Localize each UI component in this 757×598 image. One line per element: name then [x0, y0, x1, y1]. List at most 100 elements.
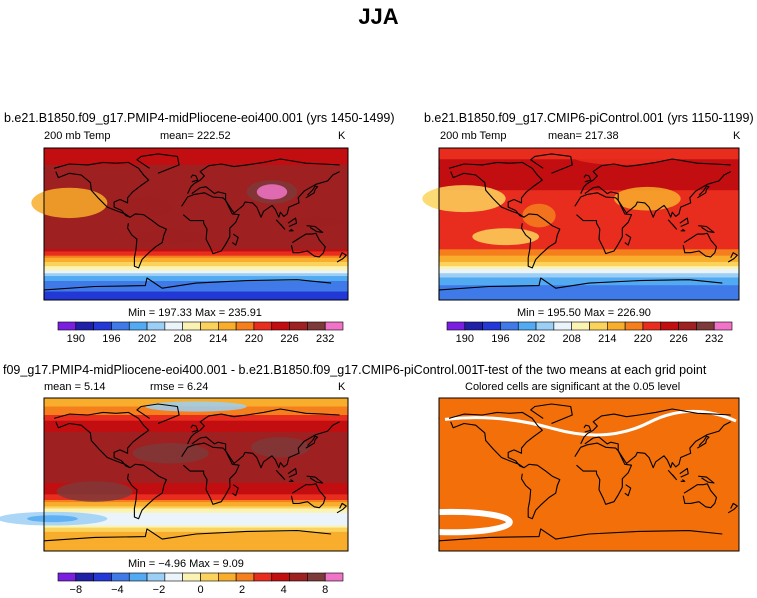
coastline — [530, 403, 573, 425]
coastline — [127, 463, 167, 520]
pliocene-colorbar: 190 196 202 208 214 220 226 232 — [57, 321, 344, 345]
coastline — [336, 252, 347, 263]
value-band — [44, 281, 348, 284]
value-band — [44, 488, 348, 492]
picontrol-colorbar: 190 196 202 208 214 220 226 232 — [446, 321, 733, 345]
value-band — [44, 506, 348, 509]
colorbar-swatch — [75, 572, 94, 582]
value-band — [44, 198, 348, 202]
coastline — [127, 213, 167, 269]
value-band — [439, 271, 739, 274]
colorbar-swatch — [324, 572, 344, 582]
value-band — [439, 195, 739, 200]
value-band — [439, 246, 739, 250]
value-band — [439, 218, 739, 222]
coastline — [530, 153, 573, 174]
value-band — [44, 460, 348, 464]
colorbar-swatch — [482, 321, 501, 331]
colorbar-swatch — [164, 321, 183, 331]
value-band — [44, 148, 348, 152]
value-band — [44, 156, 348, 160]
coastline — [448, 411, 543, 469]
value-band — [44, 471, 348, 475]
pliocene-title: b.e21.B1850.f09_g17.PMIP4-midPliocene-eo… — [4, 111, 395, 125]
value-band — [44, 269, 348, 271]
colorbar-swatch — [324, 321, 344, 331]
value-band — [439, 262, 739, 264]
coastline — [190, 174, 199, 183]
value-band — [439, 167, 739, 172]
colorbar-swatch — [517, 321, 537, 331]
value-band — [439, 294, 739, 297]
value-band — [44, 253, 348, 257]
colorbar-swatch — [464, 321, 483, 331]
colorbar-swatch — [696, 321, 715, 331]
colorbar-swatch — [307, 572, 326, 582]
value-band — [44, 440, 348, 444]
value-band — [439, 235, 739, 239]
colorbar-swatch — [660, 321, 679, 331]
anomaly-region — [572, 148, 673, 165]
picontrol-units: K — [733, 130, 741, 142]
colorbar-tick-label: 208 — [563, 333, 581, 345]
value-band — [44, 257, 348, 261]
value-band — [44, 181, 348, 186]
value-band — [439, 238, 739, 242]
colorbar-swatch — [642, 321, 662, 331]
value-band — [44, 297, 348, 300]
value-band — [44, 512, 348, 515]
coastline — [583, 424, 592, 433]
coastline — [275, 219, 286, 230]
coastline — [305, 435, 319, 449]
colorbar-tick-label: 220 — [634, 333, 652, 345]
value-band — [439, 164, 739, 169]
value-band — [44, 240, 348, 245]
value-band — [44, 193, 348, 197]
pliocene-map — [31, 147, 349, 301]
anomaly-region — [56, 481, 133, 502]
value-band — [44, 176, 348, 180]
value-band — [439, 295, 739, 298]
ttest-title: T-test of the two means at each grid poi… — [477, 363, 707, 377]
coastline — [306, 475, 324, 484]
colorbar-swatch — [271, 321, 290, 331]
value-band — [44, 221, 348, 225]
value-band — [44, 209, 348, 214]
value-band — [439, 224, 739, 228]
value-band — [439, 269, 739, 271]
value-band — [44, 215, 348, 219]
coastline — [624, 233, 632, 246]
pliocene-minmax: Min = 197.33 Max = 235.91 — [128, 307, 262, 319]
value-band — [439, 289, 739, 293]
map-frame — [438, 147, 740, 301]
anomaly-region — [284, 217, 344, 228]
value-band — [44, 287, 348, 290]
coastline — [290, 483, 326, 509]
coastline — [697, 435, 710, 449]
colorbar-swatch — [128, 572, 148, 582]
colorbar-tick-label: 226 — [669, 333, 687, 345]
colorbar-swatch — [218, 572, 237, 582]
anomaly-region — [614, 186, 681, 211]
colorbar-tick-label: 0 — [197, 584, 203, 596]
difference-minmax: Min = −4.96 Max = 9.09 — [128, 558, 244, 570]
picontrol-minmax: Min = 195.50 Max = 226.90 — [517, 307, 651, 319]
colorbar-tick-label: 220 — [245, 333, 263, 345]
colorbar-swatch — [500, 321, 519, 331]
coastline — [682, 232, 718, 258]
coastline — [667, 219, 678, 230]
coastline — [682, 483, 718, 509]
value-band — [44, 529, 348, 533]
value-band — [439, 243, 739, 248]
anomaly-region — [250, 437, 310, 458]
value-band — [439, 278, 739, 282]
value-band — [44, 262, 348, 264]
value-band — [44, 170, 348, 174]
coastline — [679, 467, 689, 478]
coastline — [306, 225, 324, 233]
value-band — [439, 226, 739, 231]
value-band — [44, 466, 348, 470]
value-band — [44, 283, 348, 286]
value-band — [439, 184, 739, 188]
colorbar-tick-label: 202 — [527, 333, 545, 345]
